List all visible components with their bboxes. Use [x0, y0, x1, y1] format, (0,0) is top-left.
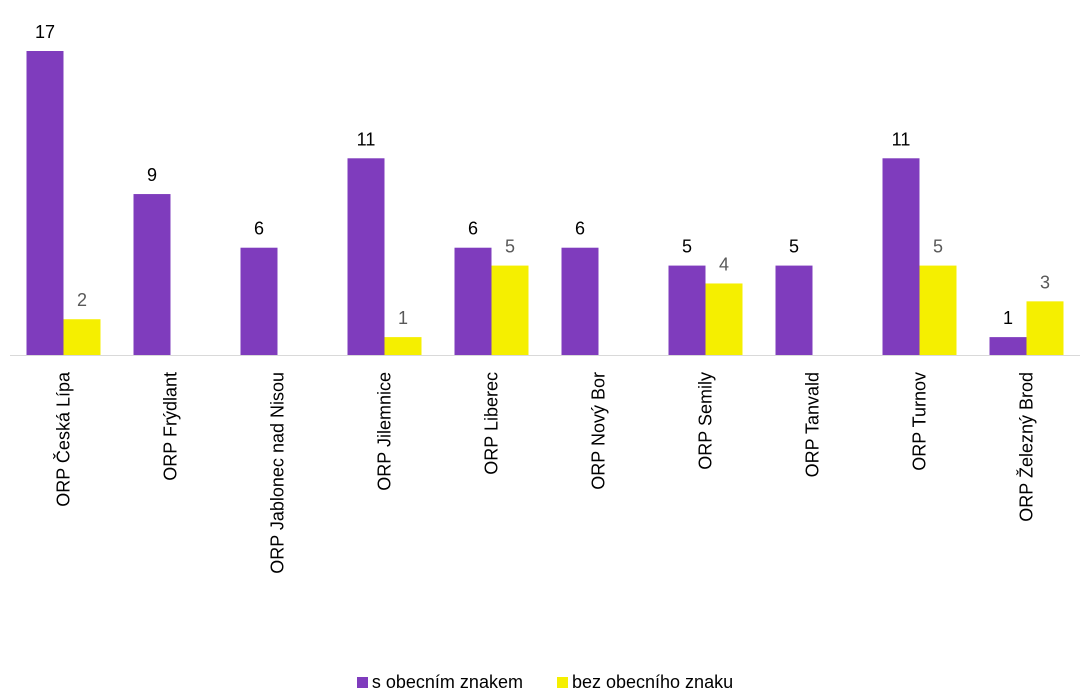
data-label-series-1-cat-5: 6	[468, 219, 478, 239]
category-label-9: ORP Turnov	[910, 372, 930, 471]
data-label-series-1-cat-1: 17	[35, 22, 55, 42]
legend-item-series-1: s obecním znakem	[356, 672, 523, 693]
bar-series-2-cat-9	[919, 265, 957, 355]
category-label-4: ORP Jilemnice	[375, 372, 395, 491]
data-label-series-2-cat-7: 4	[719, 254, 729, 274]
legend-label-series-2: bez obecního znaku	[571, 672, 734, 692]
category-label-10: ORP Železný Brod	[1017, 372, 1037, 522]
legend: s obecním znakem bez obecního znaku	[0, 672, 1090, 693]
data-label-series-2-cat-10: 3	[1040, 272, 1050, 292]
category-label-1: ORP Česká Lípa	[53, 371, 74, 507]
bars-layer	[26, 51, 1064, 355]
data-label-series-1-cat-10: 1	[1003, 308, 1013, 328]
data-label-series-2-cat-4: 1	[398, 308, 408, 328]
category-label-7: ORP Semily	[696, 372, 716, 470]
category-label-2: ORP Frýdlant	[161, 372, 181, 481]
bar-series-1-cat-3	[240, 247, 278, 355]
bar-series-2-cat-5	[491, 265, 529, 355]
bar-series-1-cat-9	[882, 158, 920, 355]
data-label-series-1-cat-9: 11	[892, 129, 911, 149]
bar-series-2-cat-1	[63, 319, 101, 355]
bar-series-1-cat-7	[668, 265, 706, 355]
legend-label-series-1: s obecním znakem	[371, 672, 523, 692]
data-label-series-2-cat-1: 2	[77, 290, 87, 310]
legend-swatch-series-2	[556, 677, 568, 688]
data-label-series-1-cat-6: 6	[575, 219, 585, 239]
data-label-series-1-cat-3: 6	[254, 219, 264, 239]
data-label-series-1-cat-4: 11	[357, 129, 376, 149]
bar-series-2-cat-10	[1026, 301, 1064, 355]
category-label-8: ORP Tanvald	[803, 372, 823, 477]
category-label-6: ORP Nový Bor	[589, 372, 609, 490]
category-labels-layer: ORP Česká Lípa ORP Frýdlant ORP Jablonec n…	[53, 371, 1037, 574]
bar-series-1-cat-8	[775, 265, 813, 355]
legend-item-series-2: bez obecního znaku	[556, 672, 734, 693]
bar-series-2-cat-4	[384, 337, 422, 355]
bar-series-1-cat-2	[133, 194, 171, 355]
data-label-series-1-cat-8: 5	[789, 237, 799, 257]
bar-series-1-cat-4	[347, 158, 385, 355]
data-label-series-1-cat-7: 5	[682, 237, 692, 257]
bar-series-1-cat-1	[26, 51, 64, 355]
bar-series-1-cat-5	[454, 247, 492, 355]
category-label-5: ORP Liberec	[482, 372, 502, 475]
bar-series-2-cat-7	[705, 283, 743, 355]
data-label-series-2-cat-9: 5	[933, 237, 943, 257]
data-label-series-1-cat-2: 9	[147, 165, 157, 185]
legend-swatch-series-1	[356, 677, 368, 688]
bar-series-1-cat-10	[989, 337, 1027, 355]
data-label-series-2-cat-5: 5	[505, 237, 515, 257]
category-label-3: ORP Jablonec nad Nisou	[268, 372, 288, 574]
bar-series-1-cat-6	[561, 247, 599, 355]
